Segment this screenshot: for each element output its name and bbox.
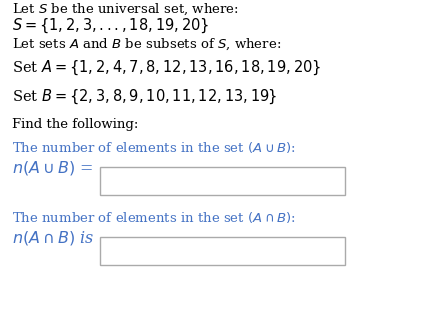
FancyBboxPatch shape [100,167,345,195]
Text: Let $S$ be the universal set, where:: Let $S$ be the universal set, where: [12,2,239,17]
Text: Set $B = \{2, 3, 8, 9, 10, 11, 12, 13, 19\}$: Set $B = \{2, 3, 8, 9, 10, 11, 12, 13, 1… [12,88,278,106]
Text: $S = \{1, 2, 3, ..., 18, 19, 20\}$: $S = \{1, 2, 3, ..., 18, 19, 20\}$ [12,17,209,35]
Text: The number of elements in the set $(A \cup B)$:: The number of elements in the set $(A \c… [12,140,296,155]
Text: $n(A \cap B)$ is: $n(A \cap B)$ is [12,229,95,247]
Text: Let sets $A$ and $B$ be subsets of $S$, where:: Let sets $A$ and $B$ be subsets of $S$, … [12,37,281,52]
FancyBboxPatch shape [100,237,345,265]
Text: $n(A \cup B)$ =: $n(A \cup B)$ = [12,159,93,177]
Text: Find the following:: Find the following: [12,118,139,131]
Text: Set $A = \{1, 2, 4, 7, 8, 12, 13, 16, 18, 19, 20\}$: Set $A = \{1, 2, 4, 7, 8, 12, 13, 16, 18… [12,59,321,77]
Text: The number of elements in the set $(A \cap B)$:: The number of elements in the set $(A \c… [12,210,296,225]
